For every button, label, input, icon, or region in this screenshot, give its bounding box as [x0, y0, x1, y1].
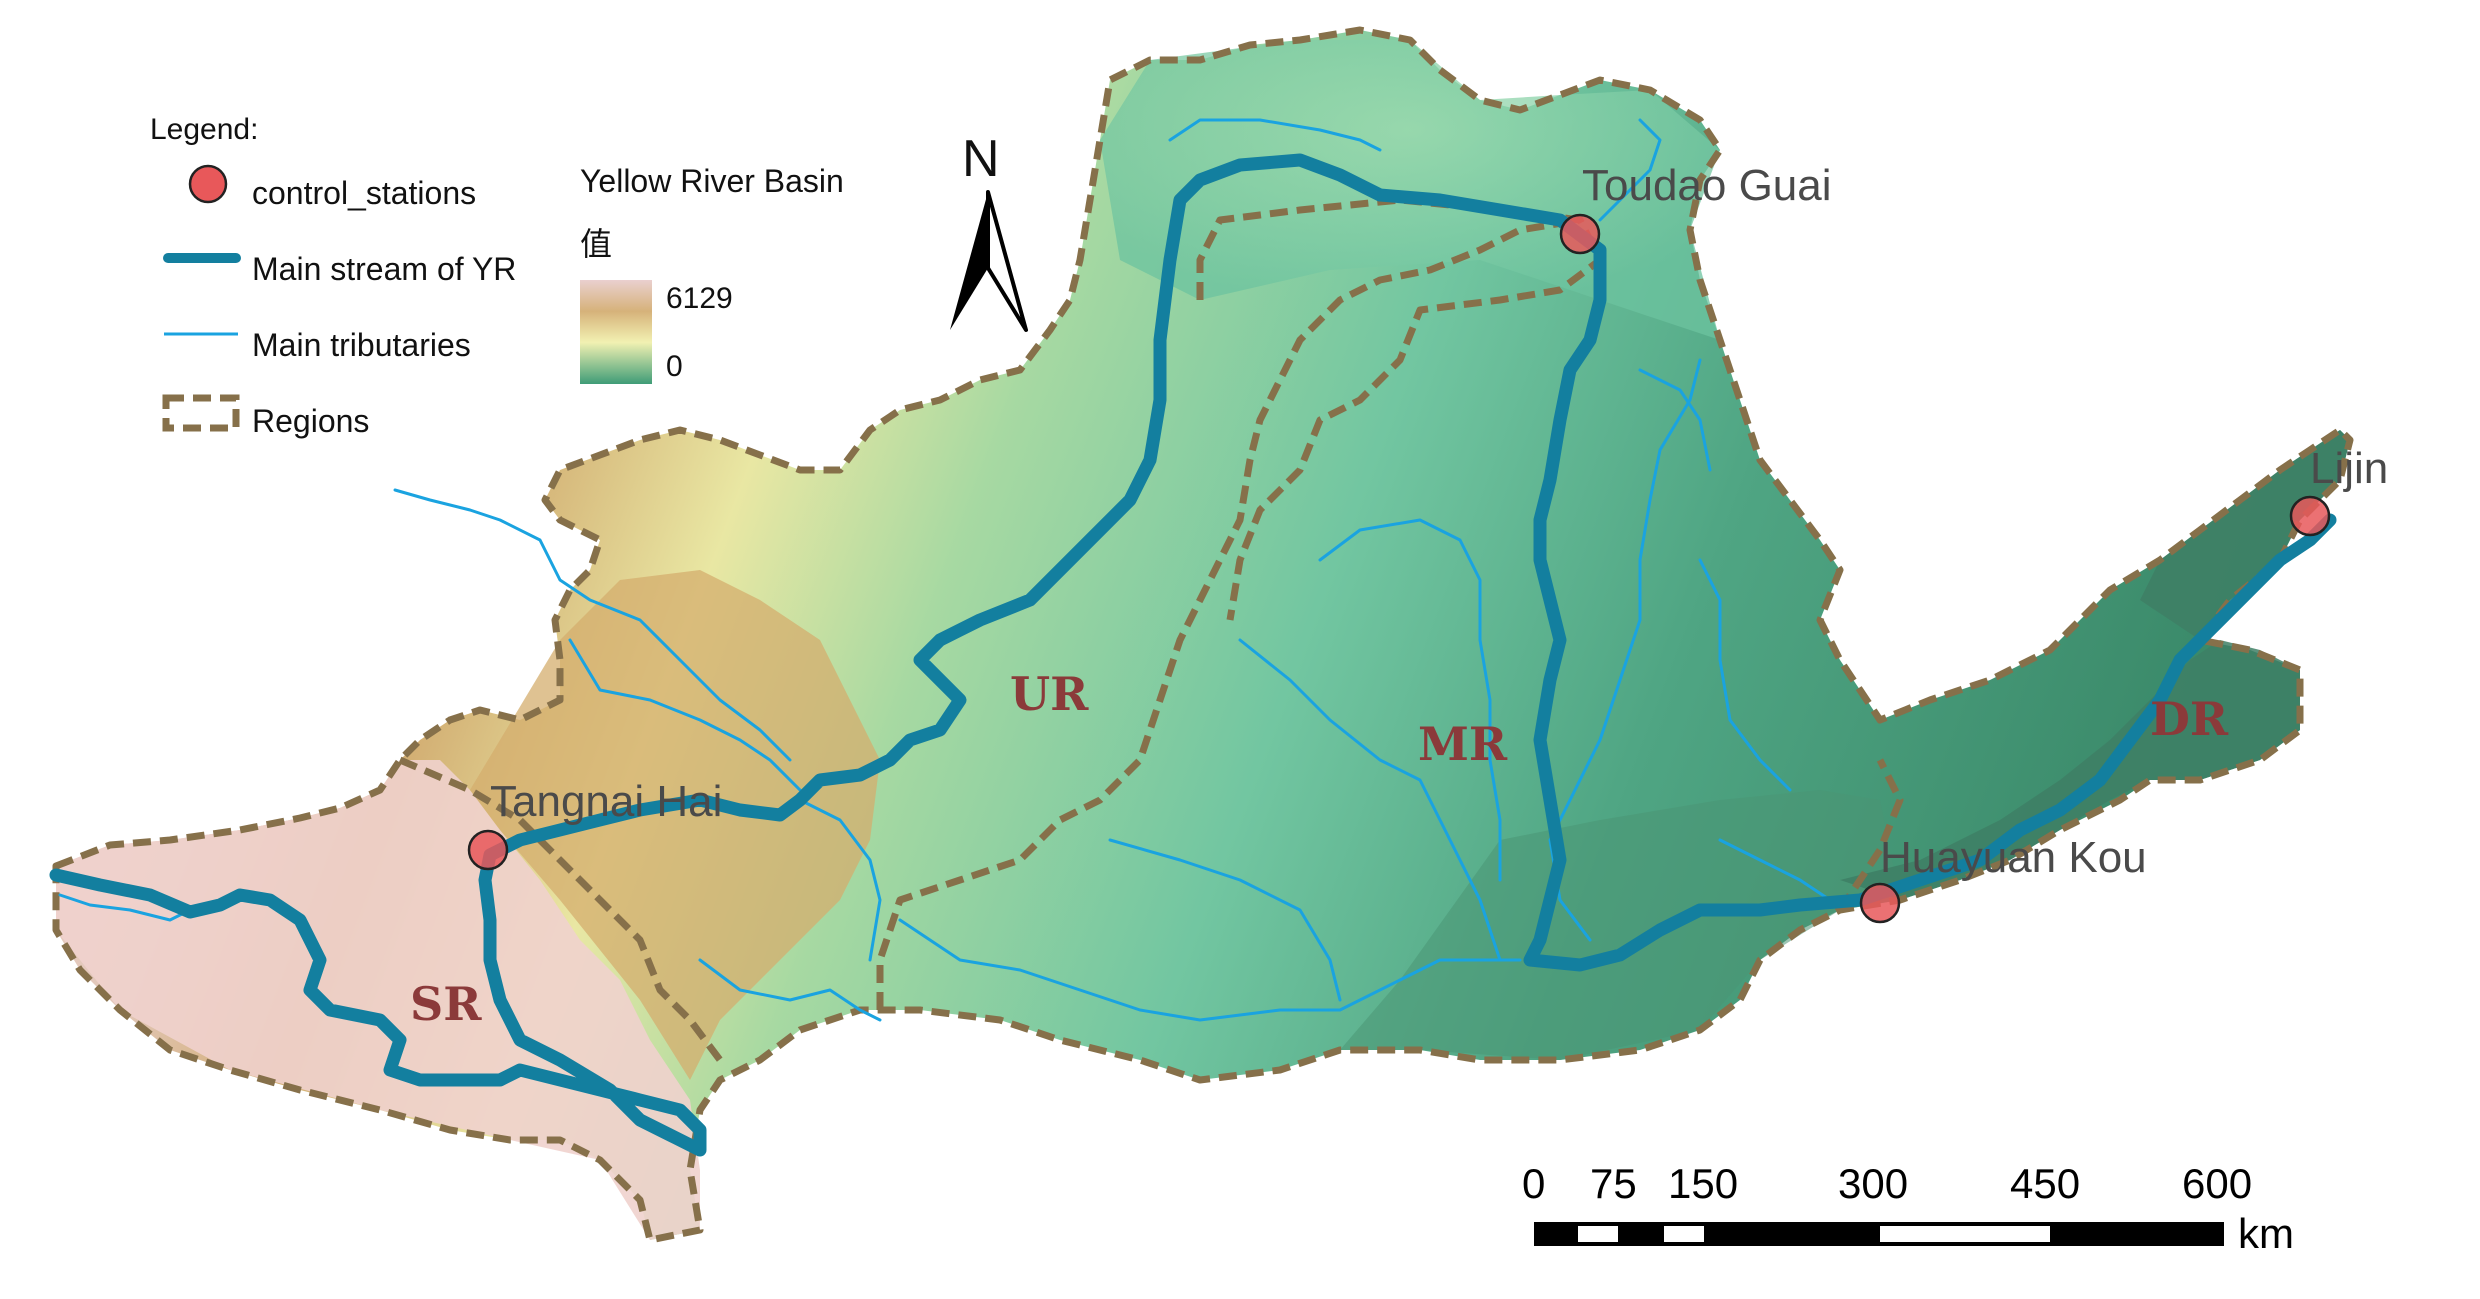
tributaries	[58, 118, 1832, 1022]
scale-tick-300: 300	[1838, 1160, 1908, 1207]
region-boundaries	[52, 26, 2354, 1244]
scale-bar-segment-white	[1664, 1226, 1704, 1242]
station-label-toudao-guai: Toudao Guai	[1582, 161, 1832, 210]
station-marker-huayuan-kou	[1859, 882, 1901, 924]
legend-label-main-stream: Main stream of YR	[252, 251, 516, 287]
region-label-ur: UR	[1010, 667, 1089, 721]
north-arrow-icon-outline	[986, 190, 1028, 332]
scale-bar-segment-white	[1880, 1226, 2050, 1242]
north-arrow-label: N	[962, 130, 1000, 188]
tributary-line	[798, 798, 882, 962]
legend: Legend: control_stations Main stream of …	[150, 113, 516, 439]
tributary-line	[1318, 518, 1502, 882]
legend-label-stations: control_stations	[252, 175, 476, 211]
mr-dr-boundary	[1837, 758, 1904, 912]
station-marker-tangnai-hai	[467, 829, 509, 871]
sr-ur-boundary	[398, 756, 723, 1063]
scale-bar-frame	[1534, 1222, 2224, 1246]
ordos-inner-boundary	[1196, 196, 1604, 621]
basin-outline-boundary	[52, 26, 2354, 1244]
scale-tick-0: 0	[1522, 1160, 1545, 1207]
tributary-line	[1108, 838, 1342, 1002]
station-label-huayuan-kou: Huayuan Kou	[1880, 833, 2147, 882]
downstream-region-shading	[1840, 640, 2300, 900]
elevation-legend: Yellow River Basin 值 6129 0	[580, 163, 844, 384]
basin-area	[56, 30, 2350, 1240]
legend-title: Legend:	[150, 113, 258, 146]
lijin-peninsula-shading	[2140, 430, 2350, 640]
tributary-line	[1638, 368, 1712, 472]
tributary-line	[1598, 118, 1662, 222]
elevation-title: Yellow River Basin	[580, 163, 844, 199]
tributary-line	[1718, 838, 1832, 902]
tributary-line	[568, 638, 802, 792]
source-region-shading	[56, 760, 700, 1240]
region-label-mr: MR	[1418, 717, 1508, 771]
tributary-line	[1548, 358, 1702, 942]
north-arrow-icon	[950, 192, 988, 330]
north-arrow: N	[950, 130, 1028, 332]
region-label-sr: SR	[410, 977, 482, 1031]
tributary-line	[393, 488, 792, 762]
upper-tan-shading	[470, 570, 880, 1080]
scale-tick-450: 450	[2010, 1160, 2080, 1207]
ordos-loop-shading	[1100, 40, 1720, 340]
ur-mr-boundary	[876, 216, 1581, 1010]
lower-basin-shading	[1340, 790, 1900, 1060]
region-labels: SR UR MR DR	[410, 667, 2229, 1031]
tributary-line	[1168, 118, 1382, 152]
elevation-min-label: 0	[666, 350, 683, 383]
scale-tick-75: 75	[1590, 1160, 1637, 1207]
scale-tick-150: 150	[1668, 1160, 1738, 1207]
tributary-line	[58, 893, 202, 922]
tributary-line	[898, 918, 1522, 1022]
legend-region-symbol	[162, 394, 240, 432]
region-label-dr: DR	[2150, 692, 2229, 746]
station-marker-lijin	[2289, 495, 2331, 537]
station-label-tangnai-hai: Tangnai Hai	[490, 777, 722, 826]
tributary-line	[1698, 558, 1792, 792]
elevation-color-ramp	[580, 280, 652, 384]
main-stream-of-yr	[49, 153, 2337, 1157]
legend-label-regions: Regions	[252, 403, 369, 439]
scale-bar-segment-white	[1578, 1226, 1618, 1242]
elevation-max-label: 6129	[666, 282, 733, 315]
tributary-line	[698, 958, 882, 1022]
station-label-lijin: Lijin	[2310, 444, 2388, 493]
legend-label-tributaries: Main tributaries	[252, 327, 471, 363]
tributary-line	[1238, 638, 1502, 962]
legend-station-symbol	[188, 164, 228, 204]
station-marker-toudao-guai	[1559, 213, 1601, 255]
scale-unit: km	[2238, 1210, 2294, 1257]
scale-tick-600: 600	[2182, 1160, 2252, 1207]
elevation-subtitle: 值	[580, 226, 612, 262]
scale-bar: 0 75 150 300 450 600 km	[1522, 1160, 2294, 1257]
control-stations: Toudao Guai Tangnai Hai Huayuan Kou Liji…	[467, 161, 2388, 924]
